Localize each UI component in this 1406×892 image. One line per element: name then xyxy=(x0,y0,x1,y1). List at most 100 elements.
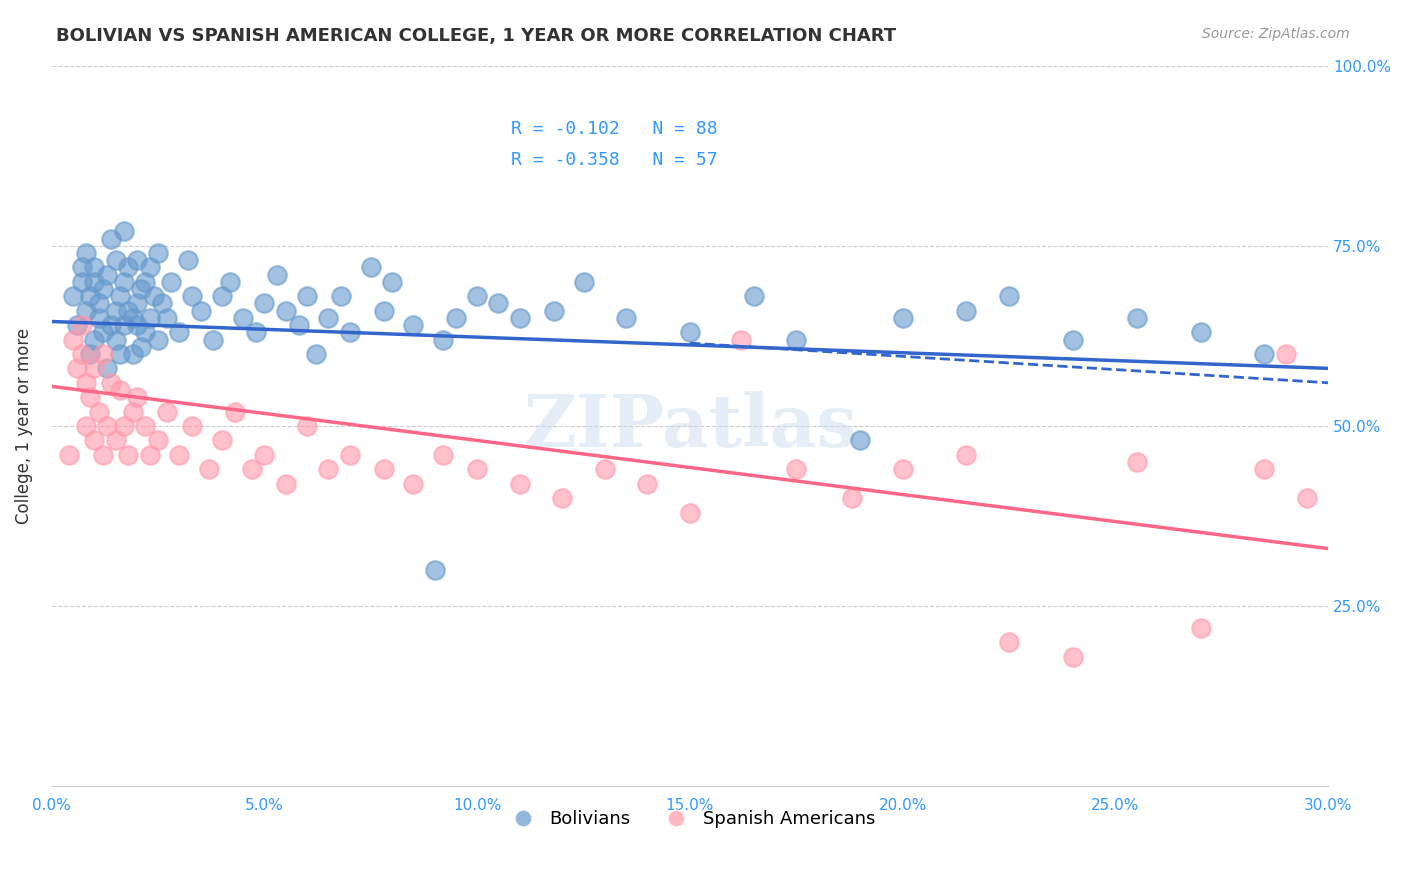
Point xyxy=(66,318,89,332)
Point xyxy=(955,448,977,462)
Point xyxy=(125,390,148,404)
Point xyxy=(129,340,152,354)
Point xyxy=(83,361,105,376)
Point xyxy=(117,303,139,318)
Point xyxy=(83,275,105,289)
Point xyxy=(112,419,135,434)
Point xyxy=(181,419,204,434)
Point xyxy=(112,318,135,332)
Point xyxy=(125,318,148,332)
Point xyxy=(108,347,131,361)
Point xyxy=(211,434,233,448)
Point xyxy=(66,361,89,376)
Point xyxy=(117,260,139,275)
Point xyxy=(465,289,488,303)
Point xyxy=(488,296,510,310)
Point xyxy=(295,289,318,303)
Point xyxy=(955,303,977,318)
Point xyxy=(614,310,637,325)
Point xyxy=(891,462,914,476)
Point xyxy=(202,333,225,347)
Point xyxy=(112,224,135,238)
Point xyxy=(181,289,204,303)
Point xyxy=(91,347,114,361)
Point xyxy=(636,476,658,491)
Point xyxy=(146,434,169,448)
Point xyxy=(70,318,93,332)
Point xyxy=(1125,455,1147,469)
Point xyxy=(79,347,101,361)
Text: BOLIVIAN VS SPANISH AMERICAN COLLEGE, 1 YEAR OR MORE CORRELATION CHART: BOLIVIAN VS SPANISH AMERICAN COLLEGE, 1 … xyxy=(56,27,897,45)
Point xyxy=(138,260,160,275)
Point xyxy=(75,246,97,260)
Point xyxy=(121,404,143,418)
Point xyxy=(287,318,309,332)
Point xyxy=(125,296,148,310)
Point xyxy=(75,303,97,318)
Point xyxy=(169,326,191,340)
Point xyxy=(58,448,80,462)
Point xyxy=(266,268,288,282)
Point xyxy=(198,462,221,476)
Point xyxy=(373,303,395,318)
Point xyxy=(785,462,807,476)
Point xyxy=(83,434,105,448)
Point xyxy=(402,476,425,491)
Point xyxy=(138,310,160,325)
Point xyxy=(1125,310,1147,325)
Point xyxy=(998,635,1021,649)
Point xyxy=(121,310,143,325)
Point xyxy=(75,376,97,390)
Point xyxy=(75,419,97,434)
Point xyxy=(1189,326,1212,340)
Point xyxy=(274,476,297,491)
Text: Source: ZipAtlas.com: Source: ZipAtlas.com xyxy=(1202,27,1350,41)
Point xyxy=(79,289,101,303)
Point xyxy=(593,462,616,476)
Point xyxy=(160,275,183,289)
Point xyxy=(274,303,297,318)
Point xyxy=(104,434,127,448)
Point xyxy=(70,260,93,275)
Point xyxy=(100,376,122,390)
Point xyxy=(304,347,326,361)
Point xyxy=(134,419,156,434)
Point xyxy=(70,347,93,361)
Text: ZIPatlas: ZIPatlas xyxy=(523,391,858,461)
Point xyxy=(316,462,339,476)
Point xyxy=(330,289,353,303)
Point xyxy=(543,303,565,318)
Point xyxy=(679,326,702,340)
Point xyxy=(117,448,139,462)
Point xyxy=(240,462,263,476)
Text: R = -0.102   N = 88: R = -0.102 N = 88 xyxy=(512,120,718,138)
Point xyxy=(87,296,110,310)
Point xyxy=(100,232,122,246)
Point xyxy=(849,434,872,448)
Point xyxy=(232,310,254,325)
Point xyxy=(253,448,276,462)
Legend: Bolivians, Spanish Americans: Bolivians, Spanish Americans xyxy=(498,803,883,835)
Point xyxy=(339,448,361,462)
Point xyxy=(104,333,127,347)
Point xyxy=(841,491,863,505)
Point xyxy=(190,303,212,318)
Point xyxy=(104,253,127,268)
Point xyxy=(1189,621,1212,635)
Point xyxy=(83,260,105,275)
Point xyxy=(253,296,276,310)
Point xyxy=(679,506,702,520)
Point xyxy=(1295,491,1317,505)
Point xyxy=(134,326,156,340)
Point xyxy=(87,404,110,418)
Point xyxy=(169,448,191,462)
Point xyxy=(295,419,318,434)
Point xyxy=(572,275,595,289)
Point xyxy=(509,476,531,491)
Point xyxy=(91,326,114,340)
Point xyxy=(79,390,101,404)
Point xyxy=(444,310,467,325)
Point xyxy=(742,289,765,303)
Point xyxy=(360,260,382,275)
Point xyxy=(129,282,152,296)
